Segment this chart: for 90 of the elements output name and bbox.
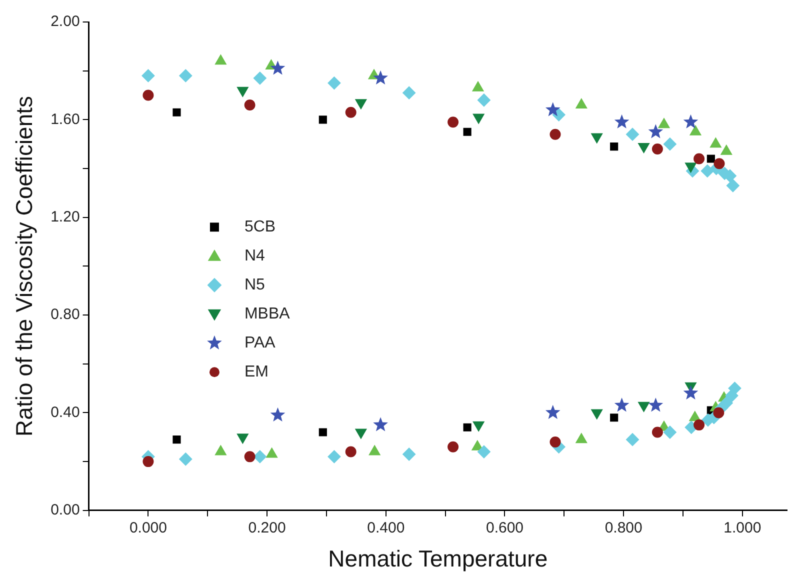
point xyxy=(694,153,705,164)
point xyxy=(215,445,226,456)
point xyxy=(318,116,327,124)
point xyxy=(179,452,192,466)
x-tick-label: 0.800 xyxy=(604,520,642,537)
y-tick-label: 0.00 xyxy=(50,502,80,519)
point xyxy=(270,60,286,75)
point xyxy=(373,417,388,432)
point xyxy=(726,179,740,192)
point xyxy=(552,108,566,122)
point xyxy=(402,86,416,100)
point xyxy=(179,69,192,82)
point xyxy=(253,450,266,464)
point xyxy=(215,54,226,65)
y-tick-label: 0.40 xyxy=(50,404,80,421)
legend-label: 5CB xyxy=(244,218,276,236)
point xyxy=(648,398,664,412)
x-axis-title: Nematic Temperature xyxy=(328,546,548,572)
point xyxy=(610,142,618,151)
point xyxy=(142,90,154,101)
point xyxy=(253,72,266,85)
point xyxy=(244,100,256,111)
point xyxy=(614,398,630,412)
legend-label: MBBA xyxy=(244,306,290,323)
point xyxy=(626,128,640,141)
point xyxy=(373,70,388,84)
y-tick-label: 2.00 xyxy=(50,13,80,30)
point xyxy=(345,106,356,118)
point xyxy=(663,426,676,439)
point xyxy=(472,81,484,92)
point xyxy=(477,445,490,458)
point xyxy=(270,407,286,422)
point xyxy=(714,158,725,170)
point xyxy=(142,456,154,468)
point xyxy=(142,69,155,82)
point xyxy=(368,445,380,456)
point xyxy=(652,143,663,154)
point xyxy=(728,382,742,395)
point xyxy=(720,144,732,155)
y-tick-label: 1.20 xyxy=(50,208,80,226)
point xyxy=(463,423,472,432)
point xyxy=(614,114,630,128)
point xyxy=(683,114,698,128)
point xyxy=(706,154,715,163)
legend-label: PAA xyxy=(244,334,276,352)
point xyxy=(545,404,560,420)
point xyxy=(172,108,181,116)
point xyxy=(463,128,472,136)
point xyxy=(545,102,560,116)
legend-label: EM xyxy=(244,364,268,381)
point xyxy=(477,94,490,107)
point xyxy=(648,124,664,138)
point xyxy=(448,116,459,128)
x-tick-label: 1.000 xyxy=(724,520,762,537)
point xyxy=(683,385,698,400)
point xyxy=(663,138,676,151)
point xyxy=(710,138,722,148)
x-tick-label: 0.600 xyxy=(486,520,524,537)
legend-label: N4 xyxy=(244,248,266,265)
x-tick-label: 0.400 xyxy=(367,520,405,537)
point xyxy=(172,436,181,444)
y-axis-title: Ratio of the Viscosity Coefficients xyxy=(11,96,38,436)
point xyxy=(626,433,640,446)
point xyxy=(550,436,561,448)
point xyxy=(266,448,278,458)
point xyxy=(610,414,618,422)
legend-label: N5 xyxy=(244,276,266,294)
point xyxy=(700,164,714,178)
point xyxy=(576,98,588,109)
point xyxy=(689,411,701,422)
point xyxy=(694,419,705,430)
point xyxy=(402,448,416,461)
point xyxy=(472,440,484,450)
point xyxy=(690,125,702,136)
x-tick-label: 0.000 xyxy=(129,520,167,537)
point xyxy=(318,428,327,436)
point xyxy=(328,76,341,90)
point xyxy=(244,451,256,462)
point xyxy=(720,396,733,410)
point xyxy=(576,433,588,444)
point xyxy=(550,128,561,140)
point xyxy=(713,407,724,418)
x-tick-label: 0.200 xyxy=(248,520,286,537)
point xyxy=(328,450,341,464)
y-tick-label: 1.60 xyxy=(50,110,80,128)
point xyxy=(345,446,356,458)
point xyxy=(448,441,459,452)
y-tick-label: 0.80 xyxy=(50,306,80,324)
point xyxy=(652,426,663,438)
point xyxy=(658,118,670,128)
